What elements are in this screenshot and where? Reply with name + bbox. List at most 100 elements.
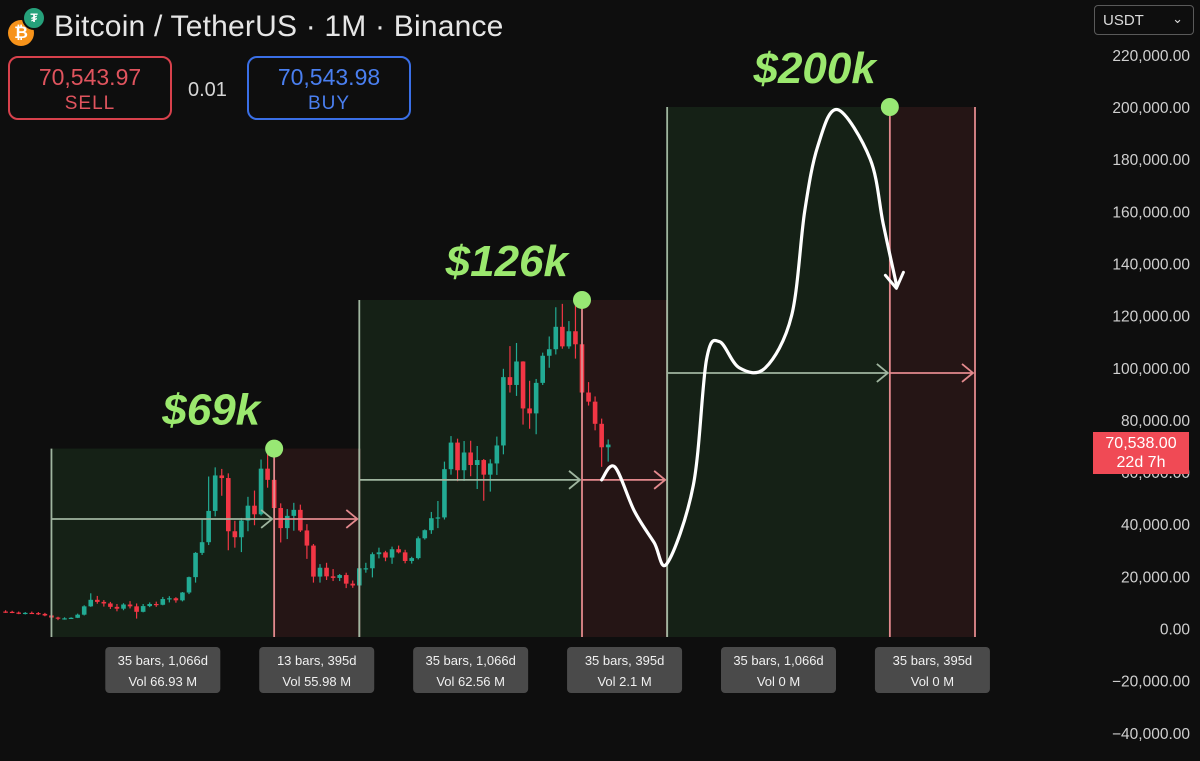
candle-body <box>199 542 205 553</box>
candle-body <box>16 612 21 614</box>
candle-body <box>422 530 428 539</box>
candle-body <box>481 460 487 475</box>
peak-marker <box>880 98 899 116</box>
candle-body <box>527 408 532 414</box>
tether-icon: ₮ <box>22 6 46 30</box>
stats-box-bg <box>567 647 683 693</box>
candle-body <box>134 606 139 612</box>
y-tick-label: 220,000.00 <box>1112 48 1190 65</box>
bear-arrow-head <box>345 509 359 529</box>
cycle-zones <box>51 107 975 637</box>
chevron-down-icon: ⌄ <box>1172 11 1183 26</box>
y-tick-label: 200,000.00 <box>1112 100 1190 117</box>
y-tick-label: 160,000.00 <box>1112 204 1190 221</box>
candle-body <box>488 463 493 475</box>
candle-body <box>324 567 329 577</box>
candle-body <box>108 603 113 607</box>
candle-body <box>540 355 545 383</box>
candle-countdown: 22d 7h <box>1116 454 1166 471</box>
candle-body <box>75 614 80 618</box>
y-tick-label: 0.00 <box>1160 622 1191 639</box>
candle-body <box>396 549 401 553</box>
stats-vol-text: Vol 66.93 M <box>128 674 197 689</box>
candle-body <box>232 531 238 538</box>
stats-vol-text: Vol 2.1 M <box>597 674 651 689</box>
currency-value: USDT <box>1103 12 1144 29</box>
candle-body <box>586 392 591 402</box>
candle-body <box>429 518 434 531</box>
candle-body <box>258 468 264 515</box>
stats-bars-text: 13 bars, 395d <box>277 653 357 668</box>
buy-button[interactable]: 70,543.98 BUY <box>247 56 411 120</box>
candle-body <box>180 592 185 601</box>
cycle-stats: 35 bars, 1,066d Vol 66.93 M 13 bars, 395d V… <box>105 647 990 693</box>
candle-body <box>95 599 100 602</box>
symbol-title[interactable]: Bitcoin / TetherUS · 1M · Binance <box>54 10 504 43</box>
candle-body <box>461 452 467 471</box>
candle-body <box>415 538 421 559</box>
bear-zone <box>274 448 360 637</box>
candle-body <box>350 583 356 586</box>
candle-body <box>252 505 257 515</box>
candle-body <box>278 508 283 529</box>
candle-body <box>114 606 120 609</box>
stats-vol-text: Vol 0 M <box>911 674 954 689</box>
candle-body <box>330 576 336 578</box>
cycle-overlay: $69k $126k $200k <box>50 44 976 637</box>
candle-body <box>402 552 408 561</box>
candle-body <box>468 452 473 466</box>
projection-path <box>600 108 898 568</box>
candle-body <box>3 611 8 613</box>
bull-arrow-head <box>568 470 582 490</box>
candle-body <box>474 460 480 466</box>
buy-label: BUY <box>307 93 351 114</box>
candle-body <box>573 331 578 345</box>
candle-body <box>520 361 526 409</box>
bull-arrow-head <box>260 509 274 529</box>
stats-box-bg <box>259 647 375 693</box>
candle-body <box>153 603 159 606</box>
stats-bars-text: 35 bars, 395d <box>585 653 665 668</box>
candle-body <box>22 612 28 615</box>
candle-body <box>284 515 290 529</box>
candle-body <box>121 604 126 609</box>
order-quantity[interactable]: 0.01 <box>188 79 227 101</box>
candle-body <box>193 552 198 578</box>
projection-curve <box>600 108 905 568</box>
candle-body <box>605 444 611 448</box>
sell-button[interactable]: 70,543.97 SELL <box>8 56 172 120</box>
candle-body <box>566 331 572 347</box>
candle-body <box>36 613 41 615</box>
peak-marker <box>265 439 284 458</box>
candle-body <box>219 475 225 479</box>
candle-body <box>226 478 231 532</box>
candle-body <box>494 445 500 464</box>
bear-zone <box>582 299 668 637</box>
candle-body <box>62 618 67 620</box>
candle-body <box>173 598 179 601</box>
candle-body <box>435 517 441 519</box>
candle-body <box>376 552 382 555</box>
stats-bars-text: 35 bars, 1,066d <box>118 653 208 668</box>
chart-header: ₿ ₮ Bitcoin / TetherUS · 1M · Binance <box>8 6 504 46</box>
bear-arrow-head <box>653 470 667 490</box>
currency-select[interactable]: USDT ⌄ <box>1094 5 1194 35</box>
candle-body <box>206 510 211 543</box>
candle-body <box>533 382 539 414</box>
candle-body <box>160 599 166 605</box>
candle-body <box>343 575 349 584</box>
candle-body <box>167 598 172 600</box>
candlestick-series <box>3 299 611 621</box>
stats-vol-text: Vol 55.98 M <box>282 674 351 689</box>
y-tick-label: 140,000.00 <box>1112 256 1190 273</box>
candle-body <box>383 552 388 558</box>
candle-body <box>599 423 604 448</box>
y-tick-label: 40,000.00 <box>1121 517 1190 534</box>
stats-bars-text: 35 bars, 395d <box>893 653 973 668</box>
bitcoin-icon: ₿ ₮ <box>8 6 46 46</box>
candle-body <box>186 577 192 593</box>
candle-body <box>147 603 152 607</box>
candle-body <box>140 606 146 612</box>
stats-bars-text: 35 bars, 1,066d <box>733 653 823 668</box>
